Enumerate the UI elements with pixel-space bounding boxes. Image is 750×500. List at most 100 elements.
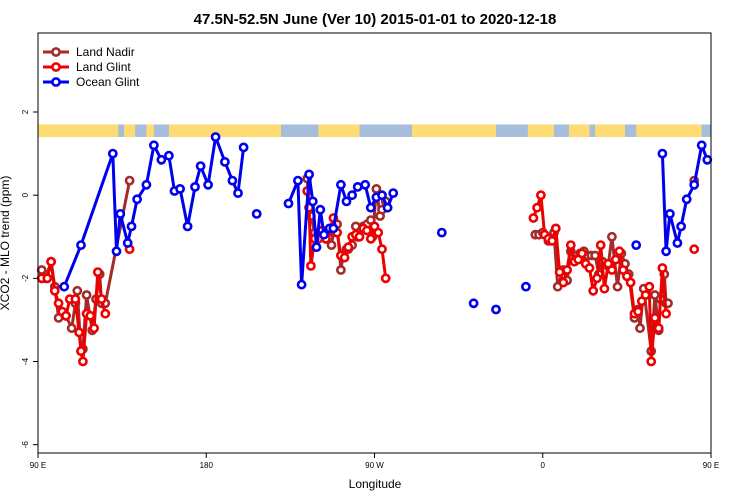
x-tick-label: 180: [200, 461, 214, 470]
data-point-land-glint: [365, 233, 376, 244]
data-point-ocean-glint: [190, 181, 200, 192]
data-point-land-nadir: [590, 250, 600, 261]
series-layer: [36, 132, 713, 367]
land-band-segment: [38, 124, 119, 137]
data-point-land-nadir: [607, 231, 617, 242]
data-point-land-glint: [76, 346, 86, 356]
data-point-land-glint: [362, 225, 372, 236]
data-point-ocean-glint: [436, 227, 447, 238]
data-point-land-glint: [607, 265, 617, 275]
land-band-segment: [527, 124, 554, 137]
data-point-ocean-glint: [328, 223, 339, 234]
data-point-ocean-glint: [702, 154, 713, 165]
data-point-ocean-glint: [491, 304, 501, 315]
y-tick-label: 2: [21, 109, 30, 114]
data-point-ocean-glint: [210, 132, 221, 142]
land-band-segment: [146, 124, 154, 137]
data-point-land-glint: [92, 267, 103, 277]
data-point-land-glint: [305, 260, 316, 271]
data-point-land-glint: [85, 310, 96, 321]
data-point-land-nadir: [36, 265, 47, 275]
data-point-land-glint: [565, 240, 576, 250]
land-ocean-band: [38, 124, 711, 137]
data-point-land-glint: [640, 290, 651, 300]
data-point-land-nadir: [635, 323, 645, 334]
legend-label: Ocean Glint: [76, 75, 140, 89]
data-point-land-glint: [554, 267, 565, 277]
y-tick-label: 0: [21, 192, 30, 197]
data-point-land-glint: [532, 202, 542, 213]
data-point-ocean-glint: [365, 202, 376, 213]
data-point-ocean-glint: [111, 246, 122, 257]
data-point-land-nadir: [612, 281, 623, 292]
data-point-ocean-glint: [141, 179, 152, 190]
data-point-ocean-glint: [360, 179, 371, 190]
data-point-ocean-glint: [132, 194, 142, 205]
data-point-ocean-glint: [156, 154, 167, 165]
data-point-ocean-glint: [219, 156, 230, 167]
data-point-land-glint: [536, 190, 546, 201]
data-point-ocean-glint: [203, 179, 213, 190]
data-point-land-glint: [377, 244, 387, 255]
data-point-ocean-glint: [126, 221, 137, 232]
y-tick-label: -2: [21, 274, 30, 282]
data-point-ocean-glint: [195, 161, 206, 171]
data-point-land-glint: [70, 294, 81, 304]
legend-item-ocean-glint: Ocean Glint: [43, 75, 140, 89]
data-point-ocean-glint: [115, 208, 126, 219]
land-band-segment: [168, 124, 282, 137]
data-point-land-glint: [558, 277, 569, 288]
data-point-ocean-glint: [283, 198, 294, 209]
data-point-ocean-glint: [631, 240, 642, 250]
data-point-land-glint: [584, 263, 595, 273]
data-point-ocean-glint: [307, 196, 318, 207]
data-point-ocean-glint: [76, 240, 86, 250]
data-point-ocean-glint: [122, 238, 133, 248]
data-point-ocean-glint: [238, 142, 249, 153]
data-point-land-glint: [657, 263, 668, 273]
x-tick-label: 90 W: [365, 461, 384, 470]
data-point-ocean-glint: [341, 196, 352, 207]
legend-label: Land Nadir: [76, 45, 135, 59]
data-point-land-glint: [61, 310, 71, 321]
data-point-land-glint: [343, 242, 354, 253]
data-point-land-glint: [46, 256, 56, 267]
data-point-land-nadir: [72, 285, 83, 296]
data-point-ocean-glint: [468, 298, 479, 309]
legend-swatch-marker: [51, 47, 61, 57]
data-point-ocean-glint: [352, 181, 363, 192]
data-point-land-nadir: [326, 240, 337, 250]
data-point-land-glint: [614, 246, 625, 257]
data-point-ocean-glint: [521, 281, 531, 292]
data-point-land-glint: [661, 308, 671, 319]
data-point-ocean-glint: [311, 242, 322, 253]
y-tick-label: -6: [21, 441, 30, 449]
data-point-ocean-glint: [175, 183, 185, 194]
data-point-ocean-glint: [377, 190, 387, 201]
data-point-ocean-glint: [672, 238, 683, 248]
data-point-ocean-glint: [227, 175, 238, 186]
land-band-segment: [318, 124, 360, 137]
data-point-land-glint: [547, 235, 557, 246]
data-point-land-glint: [633, 306, 643, 317]
data-point-land-glint: [577, 248, 587, 259]
data-point-ocean-glint: [676, 221, 686, 232]
data-point-ocean-glint: [681, 194, 692, 205]
data-point-land-glint: [625, 277, 636, 288]
data-point-land-glint: [644, 281, 655, 292]
data-point-land-glint: [650, 312, 660, 323]
data-point-land-glint: [100, 308, 111, 319]
data-point-land-glint: [562, 265, 572, 275]
x-tick-label: 90 E: [30, 461, 46, 470]
data-point-land-glint: [380, 273, 391, 284]
data-point-land-glint: [96, 294, 107, 304]
data-point-land-glint: [610, 254, 621, 265]
legend-label: Land Glint: [76, 60, 131, 74]
data-point-ocean-glint: [657, 148, 668, 159]
land-band-segment: [411, 124, 497, 137]
data-point-land-glint: [74, 327, 84, 338]
data-point-ocean-glint: [319, 229, 329, 240]
legend-swatch-marker: [51, 77, 61, 87]
data-point-land-glint: [592, 273, 602, 284]
x-tick-label: 0: [541, 461, 546, 470]
